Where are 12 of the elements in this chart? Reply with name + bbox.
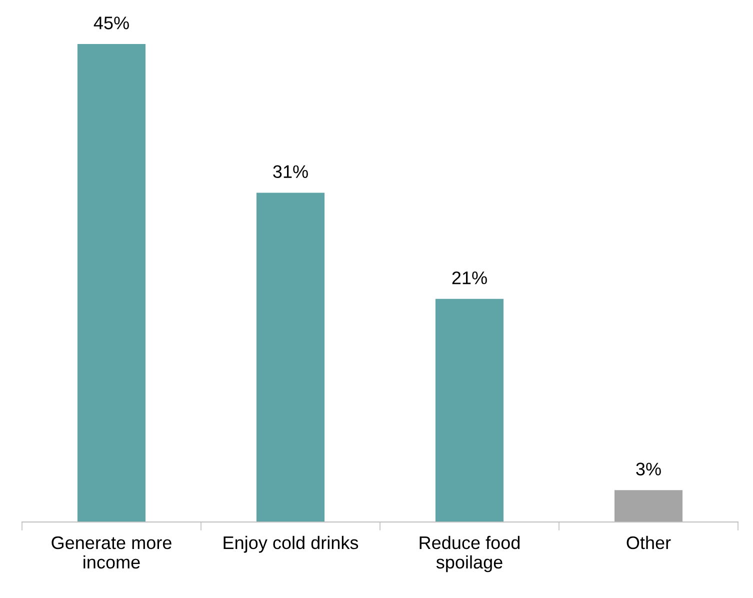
- x-tick-label: Enjoy cold drinks: [224, 536, 358, 553]
- data-label: 45%: [94, 16, 129, 30]
- bar: [435, 298, 504, 522]
- x-tick-label: Generate more income: [52, 536, 172, 569]
- x-tick-label: Other: [626, 536, 671, 550]
- data-label: 3%: [636, 462, 661, 476]
- data-label: 31%: [273, 165, 308, 178]
- x-tick-label: Reduce food spoilage: [420, 536, 520, 572]
- bar: [256, 192, 325, 522]
- bar: [614, 490, 683, 522]
- data-label: 21%: [452, 271, 487, 284]
- bar: [77, 44, 146, 522]
